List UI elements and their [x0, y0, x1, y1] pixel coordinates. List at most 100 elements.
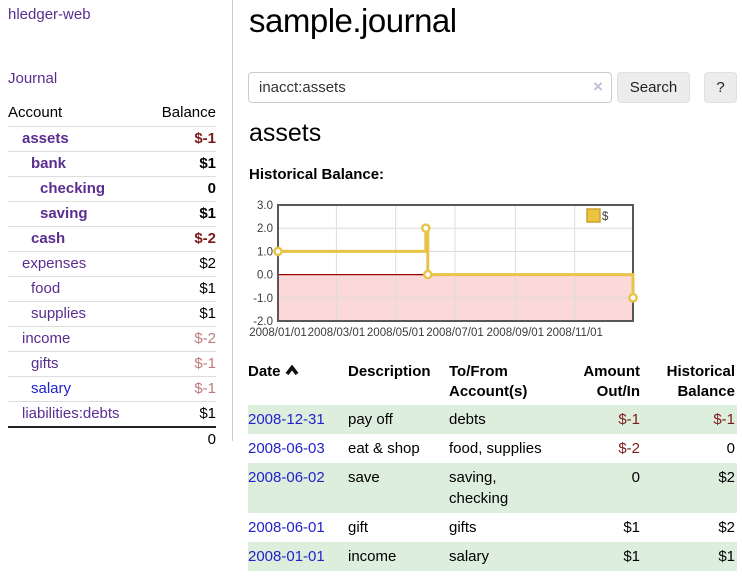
account-row: checking 0: [8, 176, 216, 202]
account-total-balance: 0: [207, 431, 216, 448]
amount-column-header: Amount Out/In: [583, 363, 640, 400]
transaction-amount: $1: [623, 519, 640, 536]
chart-legend: $: [586, 208, 609, 223]
account-row: food $1: [8, 276, 216, 302]
help-button[interactable]: ?: [704, 72, 737, 103]
chart-title: Historical Balance:: [249, 166, 385, 183]
svg-text:-1.0: -1.0: [253, 293, 273, 305]
transaction-amount: $-2: [618, 440, 640, 457]
account-table-header: Account Balance: [8, 100, 216, 127]
transaction-description: eat & shop: [348, 440, 420, 457]
account-balance: $-1: [194, 380, 216, 397]
date-column-header[interactable]: Date: [248, 360, 348, 405]
account-link-supplies[interactable]: supplies: [31, 305, 87, 322]
x-axis-labels: 2008/01/01 2008/03/01 2008/05/01 2008/07…: [249, 327, 603, 339]
transaction-accounts: debts: [449, 411, 486, 428]
clear-search-icon[interactable]: ×: [593, 77, 603, 96]
register-header-row: Date Description To/From Account(s) Amou…: [248, 360, 737, 405]
svg-text:2008/01/01: 2008/01/01: [249, 327, 307, 339]
account-link-salary[interactable]: salary: [31, 380, 72, 397]
transaction-description: gift: [348, 519, 369, 536]
search-input[interactable]: [248, 72, 612, 103]
transaction-accounts: food, supplies: [449, 440, 542, 457]
account-link-assets[interactable]: assets: [22, 130, 69, 147]
account-balance: 0: [207, 180, 216, 197]
account-row: cash $-2: [8, 226, 216, 252]
account-link-bank[interactable]: bank: [31, 155, 67, 172]
register-row[interactable]: 2008-06-03 eat & shop food, supplies $-2…: [248, 434, 737, 463]
register-row[interactable]: 2008-06-01 gift gifts $1 $2: [248, 513, 737, 542]
sidebar: hledger-web Journal Account Balance asse…: [0, 0, 233, 448]
transaction-balance: 0: [726, 440, 735, 457]
svg-text:2.0: 2.0: [257, 223, 273, 235]
account-link-cash[interactable]: cash: [31, 230, 66, 247]
legend-label: $: [602, 211, 609, 223]
account-balance: $-1: [194, 355, 216, 372]
transaction-balance: $1: [718, 548, 735, 565]
transaction-amount: $1: [623, 548, 640, 565]
register-row[interactable]: 2008-01-01 income salary $1 $1: [248, 542, 737, 571]
register-row[interactable]: 2008-06-02 save saving, checking 0 $2: [248, 463, 737, 513]
svg-text:-2.0: -2.0: [253, 316, 273, 328]
account-row: gifts $-1: [8, 351, 216, 377]
transaction-description: pay off: [348, 411, 393, 428]
account-row: assets $-1: [8, 126, 216, 152]
balance-column-header: Balance: [161, 104, 216, 121]
transaction-balance: $-1: [713, 411, 735, 428]
sidebar-item-journal[interactable]: Journal: [8, 70, 58, 87]
register-table: Date Description To/From Account(s) Amou…: [248, 360, 737, 571]
account-balance: $1: [199, 305, 216, 322]
balance-series-points: [273, 223, 638, 303]
transaction-balance: $2: [718, 519, 735, 536]
account-link-liabilities-debts[interactable]: liabilities:debts: [22, 405, 120, 422]
historical-column-header: Historical Balance: [666, 363, 735, 400]
account-link-income[interactable]: income: [22, 330, 71, 347]
account-balance: $-1: [194, 130, 216, 147]
transaction-date-link[interactable]: 2008-06-02: [248, 469, 325, 486]
account-link-saving[interactable]: saving: [40, 205, 88, 222]
svg-text:2008/03/01: 2008/03/01: [308, 327, 366, 339]
account-heading: assets: [249, 119, 322, 147]
account-balance: $2: [199, 255, 216, 272]
account-link-checking[interactable]: checking: [40, 180, 106, 197]
account-link-gifts[interactable]: gifts: [31, 355, 59, 372]
search-button[interactable]: Search: [617, 72, 690, 103]
svg-text:2008/07/01: 2008/07/01: [426, 327, 484, 339]
account-link-food[interactable]: food: [31, 280, 61, 297]
account-row: supplies $1: [8, 301, 216, 327]
transaction-amount: $-1: [618, 411, 640, 428]
account-row: expenses $2: [8, 251, 216, 277]
svg-text:1.0: 1.0: [257, 246, 273, 258]
brand-link[interactable]: hledger-web: [8, 6, 91, 23]
svg-text:0.0: 0.0: [257, 270, 273, 282]
transaction-date-link[interactable]: 2008-06-01: [248, 519, 325, 536]
account-column-header: Account: [8, 104, 63, 121]
description-column-header: Description: [348, 363, 431, 380]
search-bar: × Search ?: [248, 72, 737, 103]
account-balance: $-2: [194, 230, 216, 247]
account-balance: $-2: [194, 330, 216, 347]
transaction-date-link[interactable]: 2008-06-03: [248, 440, 325, 457]
account-row: salary $-1: [8, 376, 216, 402]
account-balance: $1: [199, 205, 216, 222]
account-balance: $1: [199, 405, 216, 422]
historical-balance-chart: $ 3.0 2.0 1.0 0.0 -1.0 -2.0 2008/01/01 2…: [249, 200, 638, 339]
account-row: liabilities:debts $1: [8, 401, 216, 428]
account-balance: $1: [199, 155, 216, 172]
transaction-date-link[interactable]: 2008-01-01: [248, 548, 325, 565]
svg-text:2008/05/01: 2008/05/01: [367, 327, 425, 339]
account-row: saving $1: [8, 201, 216, 227]
y-axis-labels: 3.0 2.0 1.0 0.0 -1.0 -2.0: [253, 200, 273, 328]
transaction-accounts: gifts: [449, 519, 477, 536]
account-link-expenses[interactable]: expenses: [22, 255, 87, 272]
transaction-accounts: saving, checking: [449, 469, 509, 507]
account-balance: $1: [199, 280, 216, 297]
plot-border: [277, 204, 634, 322]
page-title: sample.journal: [249, 2, 457, 39]
transaction-description: save: [348, 469, 380, 486]
sort-ascending-icon: [285, 362, 299, 382]
account-row: bank $1: [8, 151, 216, 177]
transaction-date-link[interactable]: 2008-12-31: [248, 411, 325, 428]
svg-text:2008/09/01: 2008/09/01: [487, 327, 545, 339]
register-row[interactable]: 2008-12-31 pay off debts $-1 $-1: [248, 405, 737, 434]
